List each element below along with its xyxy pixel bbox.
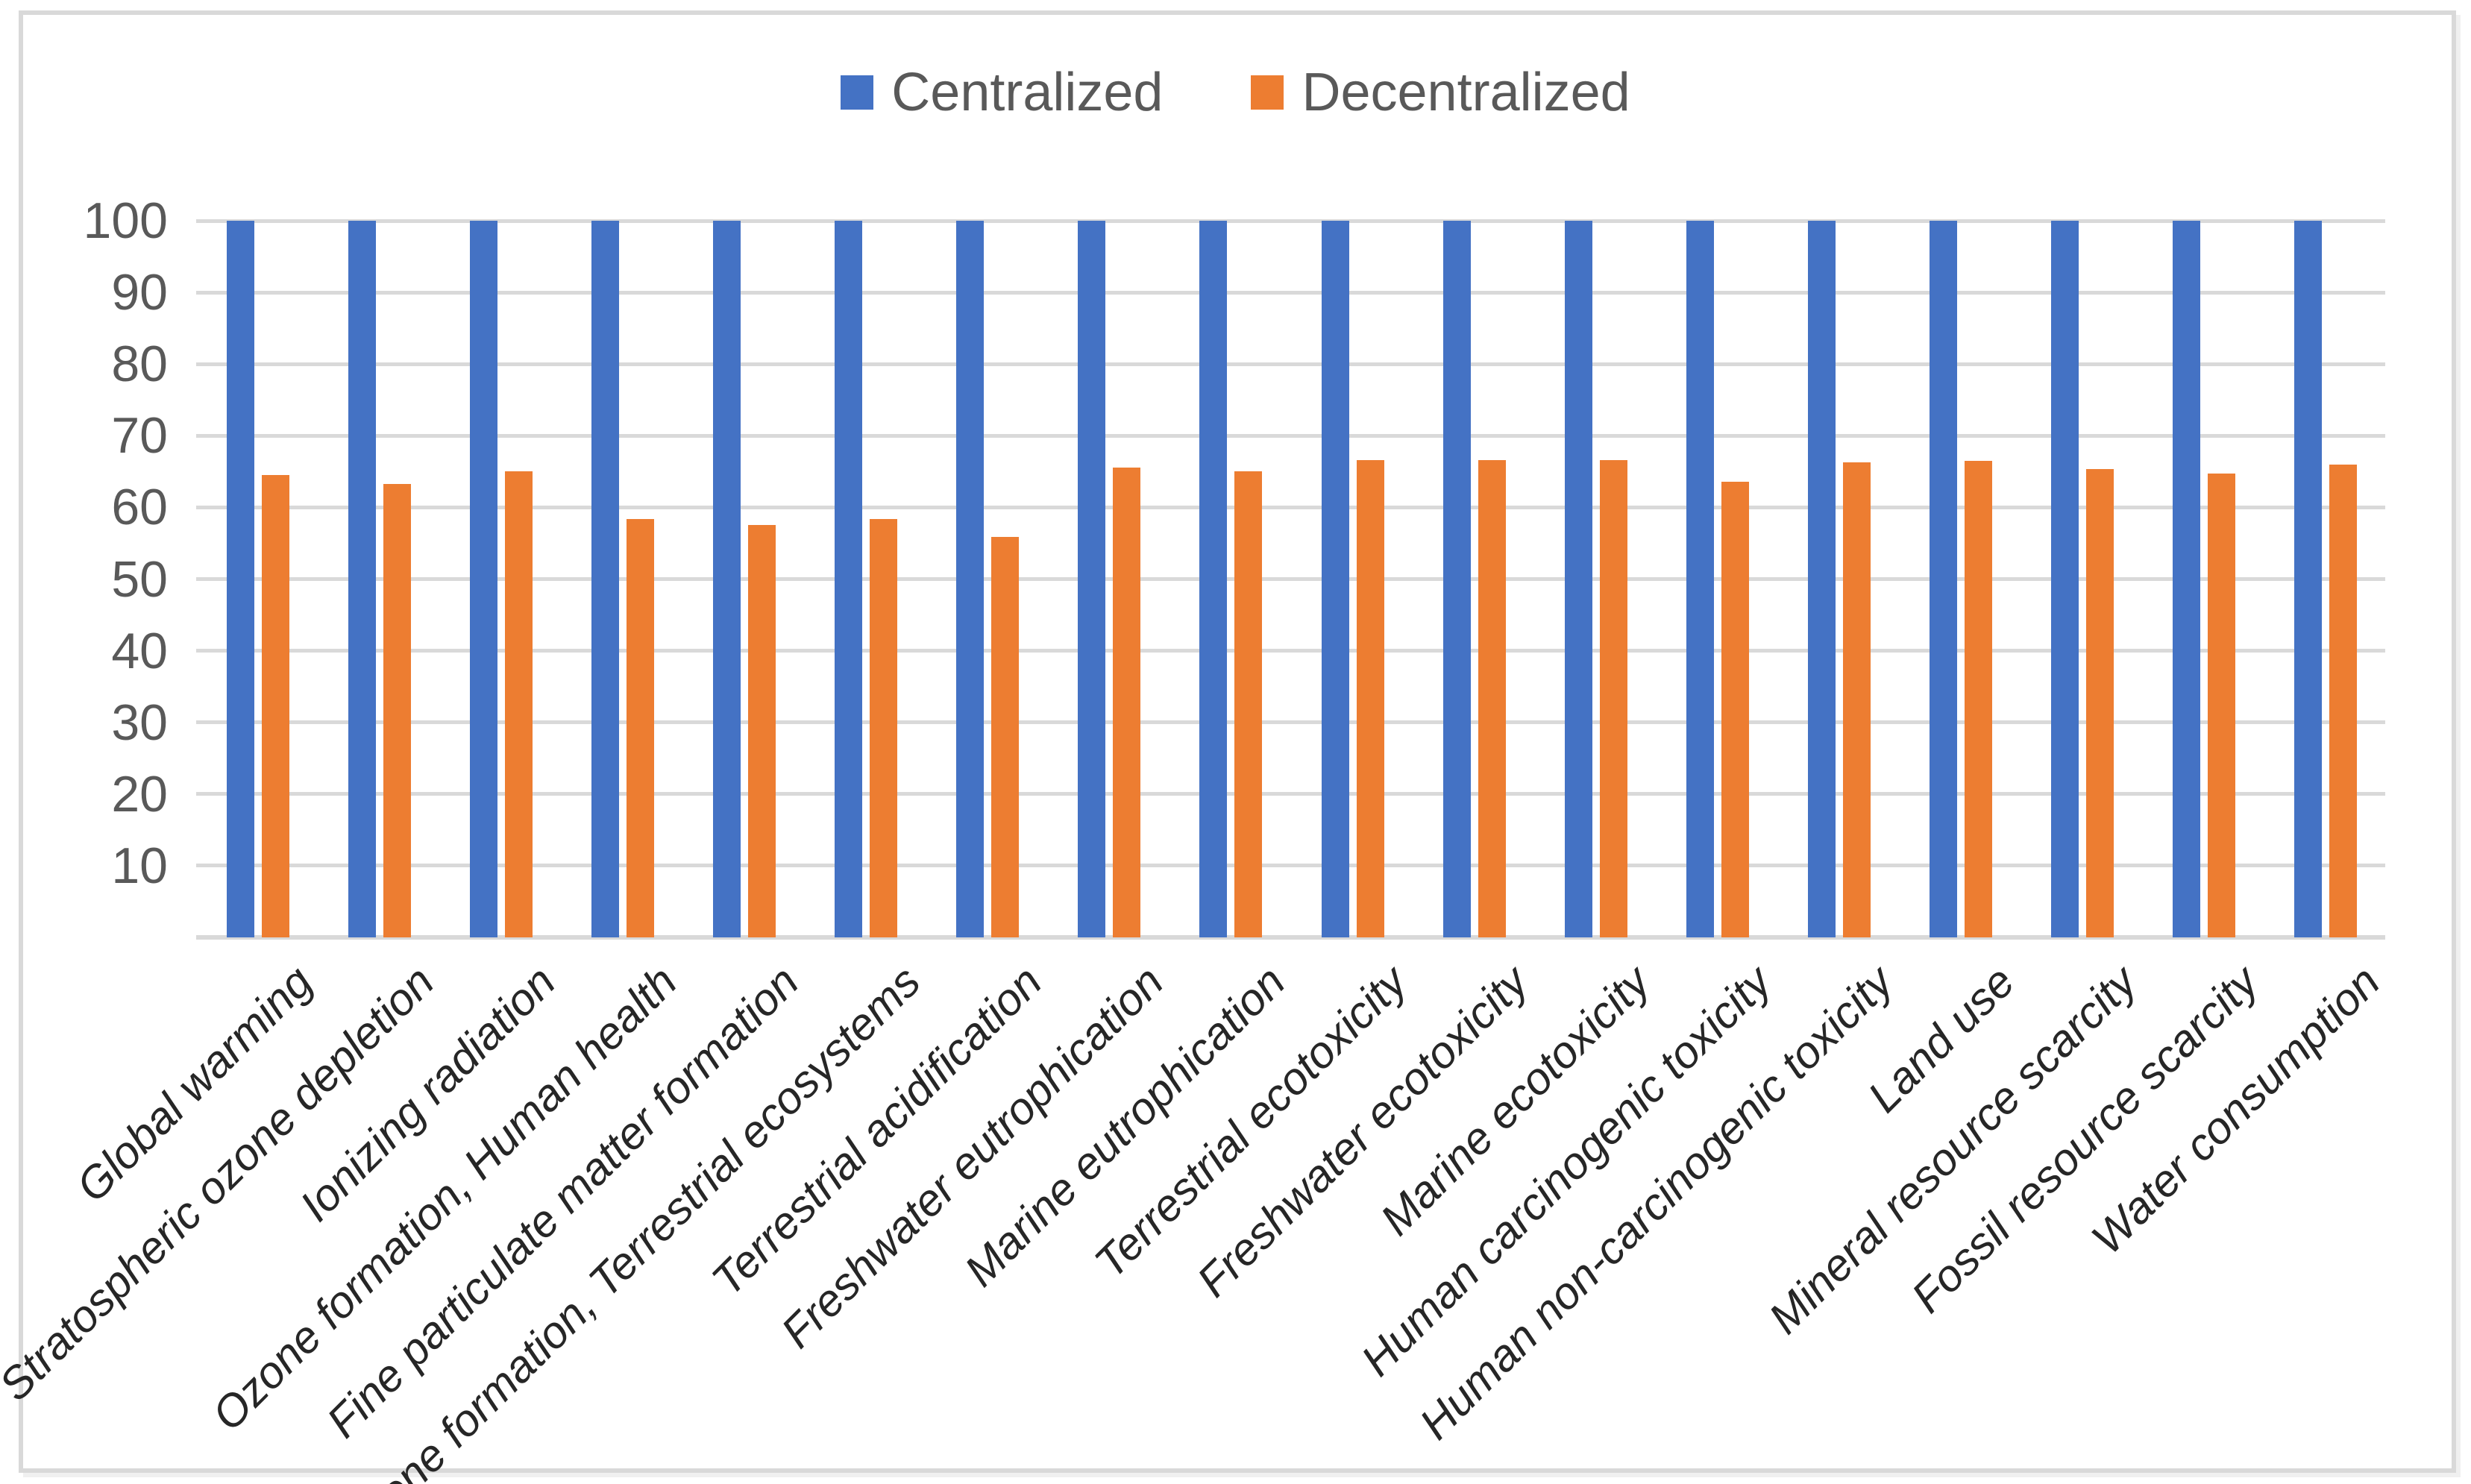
bar-centralized-7 xyxy=(956,221,985,937)
gridline-100 xyxy=(196,218,2385,223)
bar-decentralized-4 xyxy=(627,518,655,937)
bar-decentralized-3 xyxy=(505,471,533,937)
gridline-90 xyxy=(196,290,2385,295)
bar-decentralized-9 xyxy=(1234,471,1263,937)
chart-legend: Centralized Decentralized xyxy=(0,66,2471,119)
y-tick-label-80: 80 xyxy=(111,336,168,393)
x-axis-line xyxy=(196,935,2385,940)
legend-swatch-decentralized-icon xyxy=(1251,75,1284,110)
bar-decentralized-14 xyxy=(1842,462,1871,937)
bar-decentralized-10 xyxy=(1356,459,1384,937)
bar-decentralized-2 xyxy=(383,483,412,937)
gridline-10 xyxy=(196,864,2385,868)
y-tick-label-10: 10 xyxy=(111,837,168,894)
y-tick-label-20: 20 xyxy=(111,765,168,823)
bar-decentralized-8 xyxy=(1113,467,1141,937)
bar-centralized-15 xyxy=(1929,221,1957,937)
bar-centralized-17 xyxy=(2172,221,2200,937)
bar-centralized-9 xyxy=(1199,221,1228,937)
legend-item-centralized: Centralized xyxy=(841,66,1163,119)
gridline-70 xyxy=(196,433,2385,438)
gridline-60 xyxy=(196,505,2385,509)
gridline-80 xyxy=(196,362,2385,366)
bar-decentralized-7 xyxy=(991,536,1020,937)
bar-decentralized-18 xyxy=(2329,464,2357,937)
bar-centralized-4 xyxy=(591,221,620,937)
gridline-20 xyxy=(196,792,2385,796)
legend-label-decentralized: Decentralized xyxy=(1302,63,1630,122)
bar-decentralized-5 xyxy=(748,525,776,937)
bar-centralized-8 xyxy=(1078,221,1106,937)
plot-area xyxy=(196,218,2385,940)
bar-centralized-10 xyxy=(1321,221,1349,937)
y-tick-label-50: 50 xyxy=(111,550,168,608)
y-tick-label-100: 100 xyxy=(83,192,168,249)
bar-decentralized-6 xyxy=(870,518,898,937)
bar-decentralized-16 xyxy=(2085,469,2114,937)
legend-item-decentralized: Decentralized xyxy=(1251,66,1630,119)
bar-decentralized-12 xyxy=(1599,459,1627,937)
bar-centralized-13 xyxy=(1686,221,1714,937)
y-tick-label-40: 40 xyxy=(111,622,168,679)
gridline-50 xyxy=(196,577,2385,581)
y-tick-label-90: 90 xyxy=(111,264,168,321)
bar-centralized-6 xyxy=(835,221,863,937)
bar-centralized-1 xyxy=(227,221,254,937)
legend-swatch-centralized-icon xyxy=(841,75,874,110)
bar-decentralized-11 xyxy=(1478,459,1506,937)
gridline-30 xyxy=(196,720,2385,725)
bar-decentralized-17 xyxy=(2207,474,2235,937)
bar-centralized-18 xyxy=(2293,221,2322,937)
bar-centralized-14 xyxy=(1807,221,1836,937)
bar-centralized-3 xyxy=(470,221,498,937)
bar-decentralized-15 xyxy=(1964,460,1992,937)
bar-centralized-16 xyxy=(2050,221,2079,937)
bar-decentralized-1 xyxy=(262,475,289,937)
y-axis-tick-labels: 10 20 30 40 50 60 70 80 90 100 xyxy=(0,192,168,937)
bar-decentralized-13 xyxy=(1721,481,1749,937)
x-axis-category-labels: Global warming Stratospheric ozone deplet… xyxy=(0,937,2389,1484)
y-tick-label-30: 30 xyxy=(111,694,168,751)
legend-label-centralized: Centralized xyxy=(891,63,1164,122)
bar-centralized-11 xyxy=(1442,221,1471,937)
gridline-40 xyxy=(196,649,2385,653)
bar-centralized-12 xyxy=(1564,221,1592,937)
bar-centralized-2 xyxy=(348,221,377,937)
bar-centralized-5 xyxy=(713,221,741,937)
y-tick-label-70: 70 xyxy=(111,407,168,465)
y-tick-label-60: 60 xyxy=(111,479,168,536)
